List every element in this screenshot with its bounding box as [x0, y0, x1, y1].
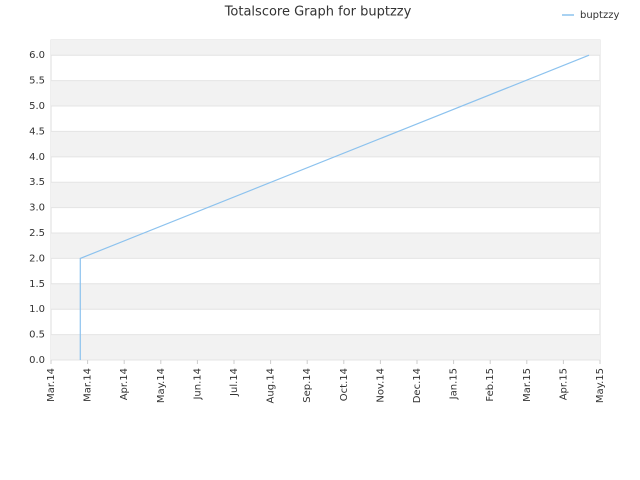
x-tick-label: Sep.14	[302, 368, 313, 403]
y-tick-label: 5.5	[29, 76, 45, 87]
x-tick-label: Apr.14	[119, 368, 130, 400]
x-tick-label: Jun.14	[192, 368, 203, 401]
x-tick-label: Dec.14	[412, 368, 423, 403]
x-tick-label: Feb.15	[485, 368, 496, 402]
x-tick-label: Aug.14	[266, 368, 277, 403]
x-tick-label: May.14	[156, 368, 167, 403]
y-tick-label: 3.0	[29, 203, 45, 214]
y-tick-label: 3.5	[29, 177, 45, 188]
y-tick-label: 1.0	[29, 304, 45, 315]
y-tick-label: 4.0	[29, 152, 45, 163]
x-tick-label: Mar.14	[83, 368, 94, 402]
x-tick-label: Mar.14	[46, 368, 57, 402]
grid-band	[51, 233, 600, 259]
grid-band	[51, 40, 600, 56]
x-tick-label: Jul.14	[229, 368, 240, 397]
y-tick-label: 2.5	[29, 228, 45, 239]
x-tick-label: May.15	[595, 368, 606, 403]
x-tick-label: Oct.14	[339, 368, 350, 401]
y-tick-label: 1.5	[29, 279, 45, 290]
chart-title: Totalscore Graph for buptzzy	[224, 5, 412, 20]
x-tick-label: Mar.15	[522, 368, 533, 402]
y-tick-label: 2.0	[29, 253, 45, 264]
grid-band	[51, 131, 600, 157]
y-tick-label: 6.0	[29, 50, 45, 61]
y-tick-label: 0.5	[29, 330, 45, 341]
x-tick-label: Apr.15	[558, 368, 569, 400]
y-tick-label: 0.0	[29, 355, 45, 366]
x-tick-label: Nov.14	[375, 368, 386, 403]
y-tick-label: 5.0	[29, 101, 45, 112]
legend-label: buptzzy	[580, 10, 619, 21]
grid-band	[51, 283, 600, 310]
data-line	[79, 54, 590, 360]
grid-band	[51, 334, 600, 360]
y-tick-label: 4.5	[29, 126, 45, 137]
x-tick-label: Jan.15	[449, 368, 460, 400]
grid-band	[51, 80, 600, 107]
grid-band	[51, 182, 600, 208]
